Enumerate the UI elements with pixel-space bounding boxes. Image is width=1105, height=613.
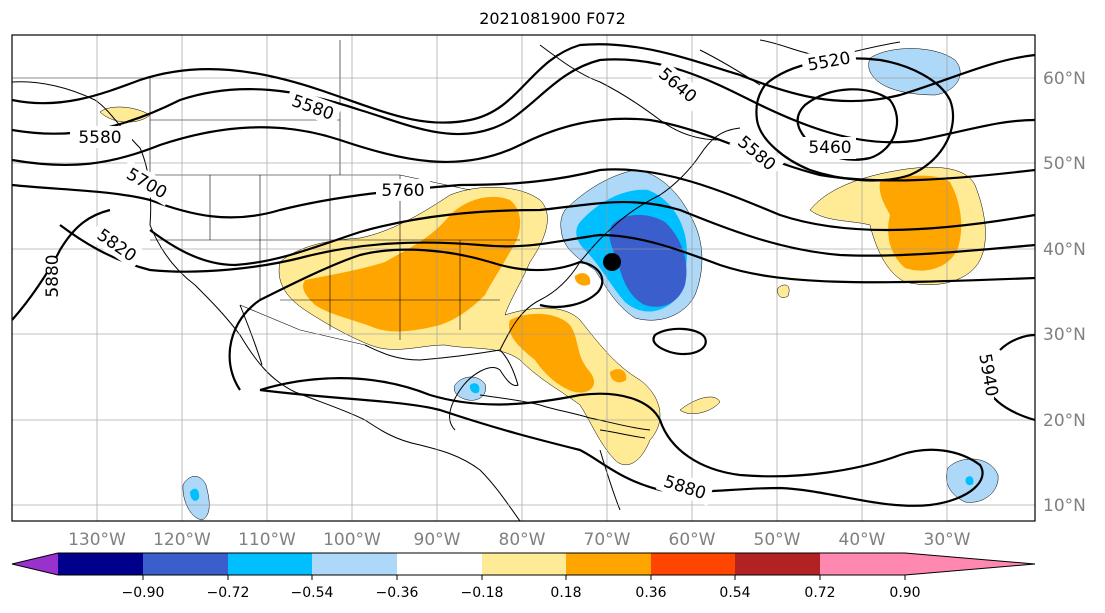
colorbar-tick: −0.54 xyxy=(291,585,334,601)
colorbar-tick: 0.54 xyxy=(719,585,750,601)
colorbar-tick: 0.72 xyxy=(804,585,835,601)
svg-text:5460: 5460 xyxy=(808,138,851,158)
colorbar-tick: −0.18 xyxy=(461,585,504,601)
lon-label: 90°W xyxy=(414,530,461,550)
lon-label: 70°W xyxy=(584,530,631,550)
lon-label: 60°W xyxy=(669,530,716,550)
contour-labels: 5580 5580 5640 5520 5580 5460 5760 5700 … xyxy=(43,45,1002,506)
lon-label: 30°W xyxy=(924,530,971,550)
latitude-labels: 60°N 50°N 40°N 30°N 20°N 10°N xyxy=(1043,69,1086,516)
colorbar-tick: 0.90 xyxy=(889,585,920,601)
height-contours xyxy=(12,43,1035,507)
colorbar: −0.90 −0.72 −0.54 −0.36 −0.18 0.18 0.36 … xyxy=(11,552,1036,601)
colorbar-tick: −0.90 xyxy=(122,585,165,601)
lat-label: 40°N xyxy=(1043,240,1086,260)
map-area xyxy=(12,35,1035,521)
colorbar-tick: −0.72 xyxy=(207,585,250,601)
svg-text:5760: 5760 xyxy=(381,181,424,201)
lon-label: 130°W xyxy=(68,530,126,550)
lat-label: 60°N xyxy=(1043,69,1086,89)
svg-text:5580: 5580 xyxy=(78,128,121,148)
lat-label: 50°N xyxy=(1043,154,1086,174)
colorbar-max-extend xyxy=(905,553,1035,575)
lon-label: 50°W xyxy=(754,530,801,550)
lat-label: 20°N xyxy=(1043,411,1086,431)
storm-center-marker xyxy=(603,253,621,271)
lon-label: 100°W xyxy=(323,530,381,550)
anomaly-shading xyxy=(99,48,999,521)
lon-label: 80°W xyxy=(499,530,546,550)
colorbar-min-extend xyxy=(12,553,58,575)
svg-text:5880: 5880 xyxy=(43,254,63,297)
colorbar-tick: 0.18 xyxy=(550,585,581,601)
lon-label: 120°W xyxy=(153,530,211,550)
lon-label: 40°W xyxy=(839,530,886,550)
lon-label: 110°W xyxy=(238,530,296,550)
lat-label: 30°N xyxy=(1043,325,1086,345)
strong-positive-anomaly-region xyxy=(303,196,521,332)
map-frame xyxy=(11,34,1036,522)
colorbar-tick: −0.36 xyxy=(376,585,419,601)
map-title: 2021081900 F072 xyxy=(479,9,626,28)
lat-label: 10°N xyxy=(1043,496,1086,516)
longitude-labels: 130°W 120°W 110°W 100°W 90°W 80°W 70°W 6… xyxy=(68,530,971,550)
graticule xyxy=(12,35,1035,521)
colorbar-tick: 0.36 xyxy=(635,585,666,601)
